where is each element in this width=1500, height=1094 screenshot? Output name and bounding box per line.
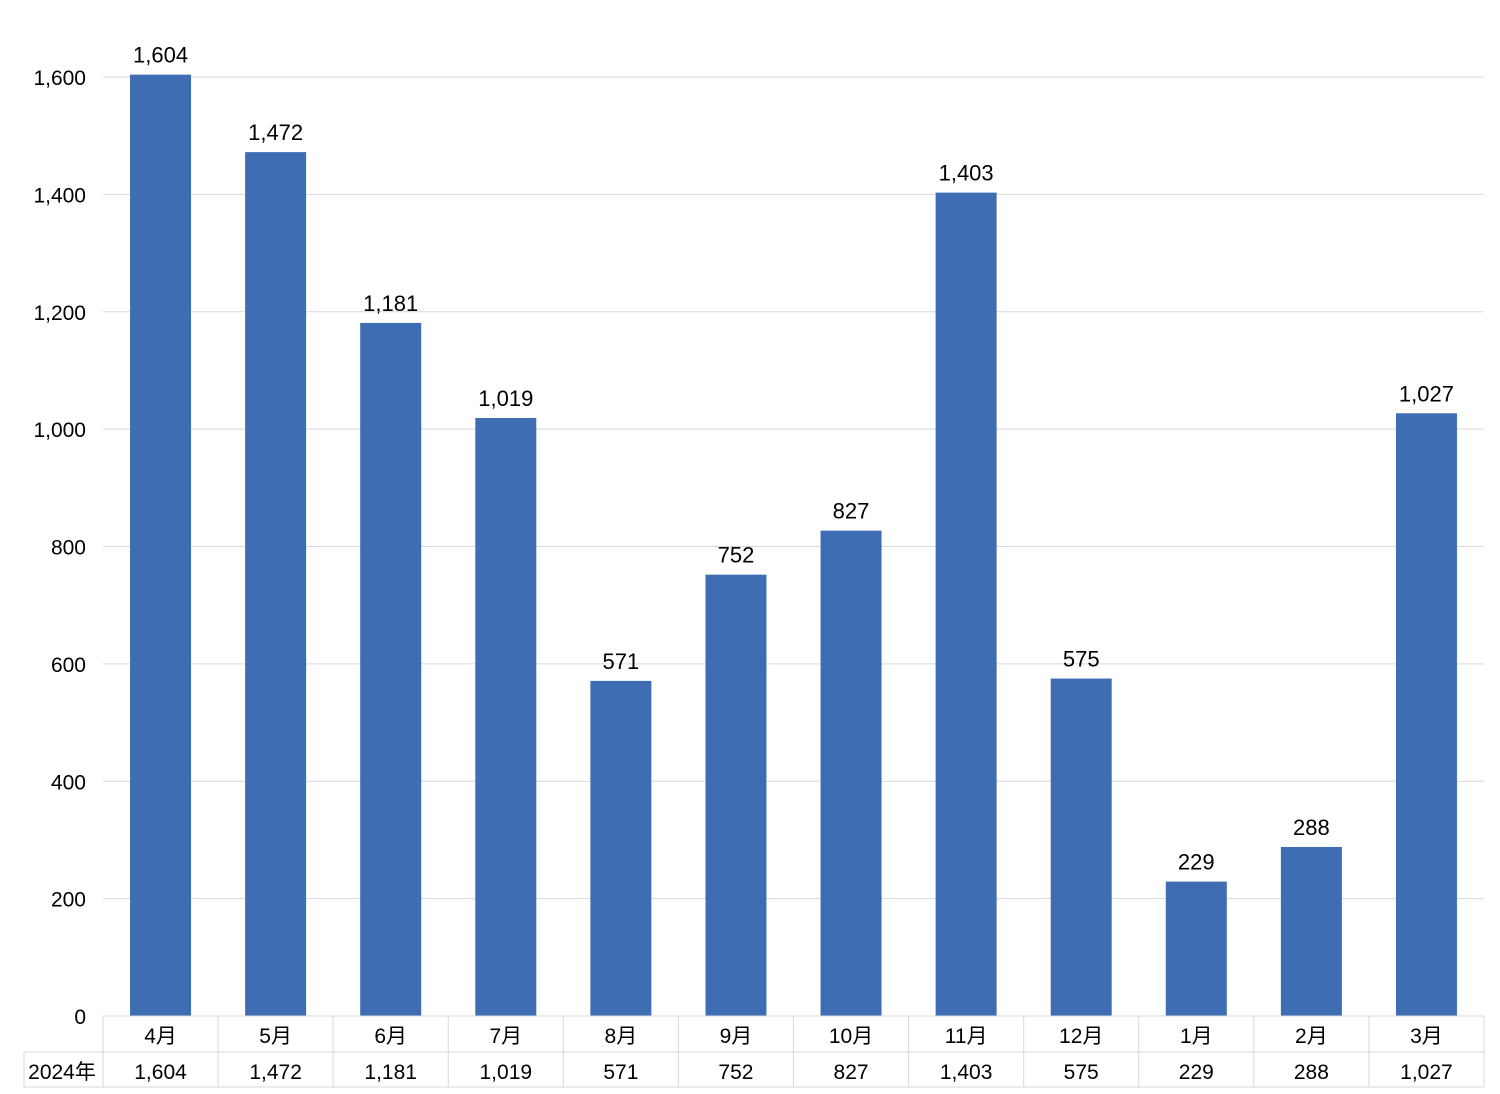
data-label: 571 [603,649,640,674]
bar [590,680,652,1016]
bar [705,574,767,1016]
table-value: 1,472 [249,1061,302,1084]
data-label: 1,027 [1399,381,1454,406]
bar [1165,881,1227,1016]
category-label: 6月 [374,1025,407,1048]
data-label: 827 [833,499,870,524]
table-value: 575 [1064,1061,1099,1084]
category-label: 12月 [1059,1025,1103,1048]
data-labels: 1,604 1,472 1,181 1,019 571 752 827 1,403 575 229… [133,43,1454,875]
y-tick-label: 1,200 [33,302,86,325]
bar [360,322,422,1016]
table-value: 1,604 [134,1061,187,1084]
category-label: 10月 [829,1025,873,1048]
category-label: 3月 [1410,1025,1443,1048]
table-value: 1,027 [1400,1061,1453,1084]
y-tick-label: 1,600 [33,67,86,90]
y-tick-label: 600 [51,654,86,677]
data-label: 288 [1293,815,1330,840]
table-value: 752 [718,1061,753,1084]
category-label: 5月 [259,1025,292,1048]
y-tick-label: 400 [51,771,86,794]
table-value: 1,181 [364,1061,417,1084]
data-label: 575 [1063,647,1100,672]
category-label: 2月 [1295,1025,1328,1048]
bar [130,74,192,1017]
y-tick-label: 800 [51,537,86,560]
y-tick-label: 0 [74,1006,86,1029]
table-value: 827 [834,1061,869,1084]
category-label: 11月 [945,1025,988,1048]
bar [1280,846,1342,1016]
series-name-label: 2024年 [28,1061,96,1084]
category-label: 7月 [489,1025,522,1048]
data-label: 1,604 [133,43,188,68]
data-label: 229 [1178,850,1215,875]
data-label: 1,019 [478,386,533,411]
data-label: 1,472 [248,120,303,145]
data-label: 1,181 [363,291,418,316]
table-value: 571 [603,1061,638,1084]
bar [1050,678,1112,1016]
table-value: 288 [1294,1061,1329,1084]
y-tick-label: 1,000 [33,419,86,442]
table-value: 229 [1179,1061,1214,1084]
bars [130,74,1457,1017]
gridlines [103,76,1484,900]
bar [245,152,307,1016]
bar [475,417,537,1016]
y-tick-label: 1,400 [33,184,86,207]
bar [820,530,882,1016]
y-axis-tick-labels: 0 200 400 600 800 1,000 1,200 1,400 1,600 [33,67,86,1029]
y-tick-label: 200 [51,889,86,912]
table-value: 1,403 [940,1061,993,1084]
data-table: 2024年 4月 1,604 5月 1,472 6月 1,181 7月 1,019 8月 571 9… [23,1015,1485,1088]
table-value: 1,019 [480,1061,533,1084]
category-label: 8月 [605,1025,638,1048]
category-label: 1月 [1180,1025,1213,1048]
data-label: 752 [718,543,755,568]
bar [1395,413,1457,1016]
data-label: 1,403 [939,161,994,186]
bar [935,192,997,1016]
category-label: 4月 [144,1025,177,1048]
category-label: 9月 [720,1025,753,1048]
